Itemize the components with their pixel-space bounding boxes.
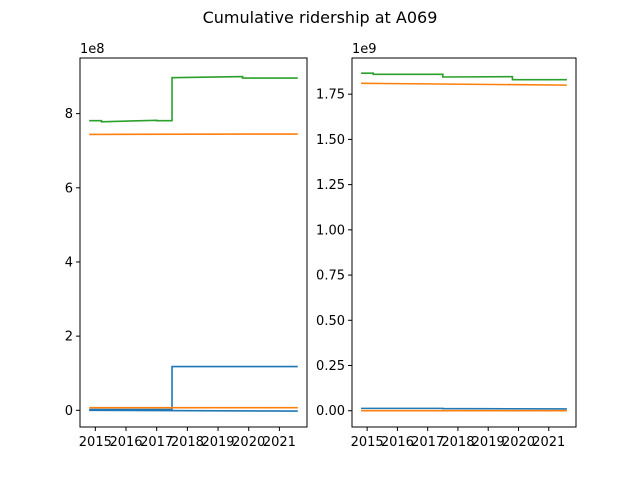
x-tick-label: 2016 [109,435,142,450]
y-tick-label: 1.75 [316,88,345,103]
y-tick-label: 6 [65,181,73,196]
x-tick-label: 2017 [411,435,444,450]
y-tick-label: 0.50 [316,314,345,329]
series-line-3 [361,72,567,81]
y-tick-label: 4 [65,255,73,270]
x-tick-label: 2019 [472,435,505,450]
series-line-2 [361,82,567,86]
x-tick-label: 2018 [441,435,474,450]
x-tick-label: 2021 [532,435,565,450]
x-tick-label: 2015 [79,435,112,450]
x-tick-label: 2016 [381,435,414,450]
y-tick-label: 2 [65,330,73,345]
y-offset-label: 1e8 [80,42,105,57]
x-tick-label: 2017 [140,435,173,450]
series-line-1 [89,409,298,412]
series-line-0 [361,407,567,410]
x-tick-label: 2021 [263,435,296,450]
y-tick-label: 1.25 [316,178,345,193]
axes-frame [351,57,577,428]
series-line-4 [89,75,298,123]
y-tick-label: 1.50 [316,133,345,148]
figure-title: Cumulative ridership at A069 [203,8,438,27]
y-tick-label: 0.00 [316,404,345,419]
y-tick-label: 1.00 [316,223,345,238]
x-tick-label: 2018 [171,435,204,450]
y-offset-label: 1e9 [352,42,377,57]
y-tick-label: 0 [65,404,73,419]
y-tick-label: 0.75 [316,269,345,284]
x-tick-label: 2015 [351,435,384,450]
y-tick-label: 0.25 [316,359,345,374]
axes-frame [79,57,308,428]
x-tick-label: 2020 [232,435,265,450]
y-tick-label: 8 [65,107,73,122]
x-tick-label: 2020 [502,435,535,450]
series-line-0 [89,365,298,411]
x-tick-label: 2019 [201,435,234,450]
